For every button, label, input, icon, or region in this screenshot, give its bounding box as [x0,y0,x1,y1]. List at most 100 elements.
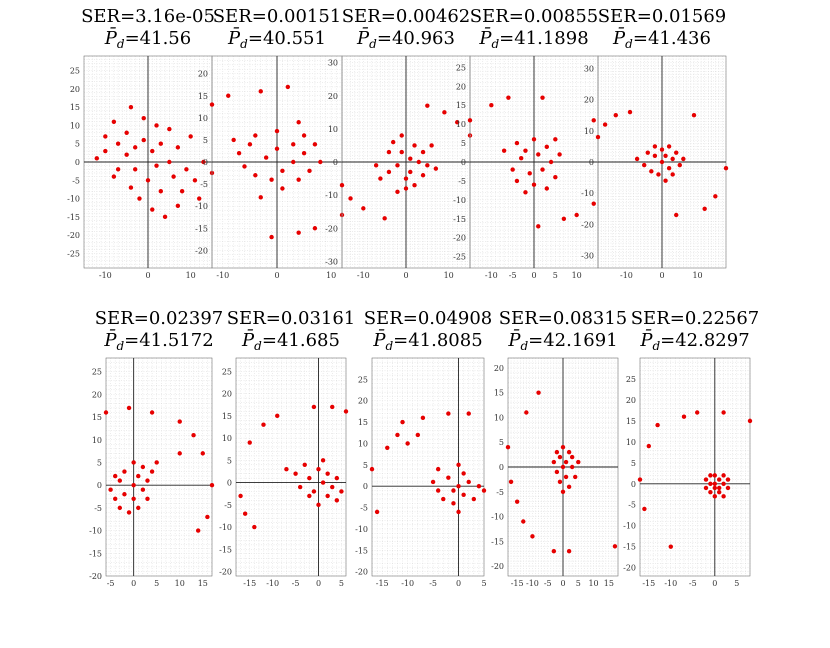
data-point [320,458,326,463]
data-point [320,480,326,485]
subplot-1: SER=3.16e-05P̄d=41.56 -10 0 10 -25 -20 -15 -10 -… [67,6,215,280]
y-tick-label: 25 [626,375,636,384]
data-point [408,156,413,161]
subplot-title-ser: SER=0.02397 [95,308,224,329]
data-point [226,93,231,98]
data-point [145,496,150,501]
data-point [167,159,172,165]
data-point [231,137,236,143]
data-point [645,150,650,155]
data-point [451,501,456,506]
data-point [557,152,562,157]
data-point [560,489,566,494]
y-tick-label: -20 [219,568,232,577]
y-tick-label: -15 [491,537,504,546]
x-tick-label: 0 [560,579,565,588]
y-tick-label: 20 [328,92,338,101]
data-point [316,502,321,508]
data-point [111,119,117,124]
x-tick-label: -15 [376,579,389,588]
data-point [536,152,541,157]
data-point [656,172,661,177]
plot-frame [105,357,213,577]
data-point [117,478,123,483]
data-point [242,511,248,516]
data-point [386,169,392,175]
data-point [563,459,569,465]
data-point [637,477,643,482]
data-point [274,146,280,151]
data-point [505,444,511,450]
data-point [209,102,215,107]
y-tick-label: -20 [581,220,594,229]
data-point [403,176,409,181]
data-point [681,156,686,162]
data-point [192,178,198,183]
data-point [489,103,494,108]
y-tick-label: -15 [195,224,208,233]
data-point [318,159,323,165]
y-tick-label: 0 [333,158,338,167]
y-tick-label: -10 [453,196,466,205]
data-point [391,139,396,145]
data-point [521,519,526,524]
y-tick-label: -5 [200,180,208,189]
data-point [307,475,312,481]
data-point [374,509,380,515]
x-tick-label: 0 [316,579,321,588]
x-tick-label: 10 [326,271,336,280]
y-tick-label: -15 [453,215,466,224]
data-point [158,141,163,146]
y-tick-label: 20 [92,390,102,399]
data-point [573,474,578,480]
data-point [523,190,528,195]
y-tick-label: 10 [328,125,338,134]
data-point [510,167,515,172]
subplot-title-ser: SER=0.00855 [470,6,599,27]
data-point [553,174,558,180]
data-point [708,473,713,478]
data-point [395,163,400,168]
x-tick-label: 0 [712,579,717,588]
data-point [446,411,451,416]
data-point [247,142,253,147]
data-point [128,185,134,190]
data-point [642,162,647,168]
data-point [297,484,303,490]
data-point [435,466,441,472]
y-tick-label: -15 [219,545,232,554]
data-point [140,464,146,470]
data-point [136,473,141,479]
data-point [430,479,436,485]
data-point [674,212,679,218]
x-tick-label: -10 [357,271,370,280]
y-tick-label: 10 [456,120,466,129]
y-tick-label: 10 [70,121,80,130]
data-point [425,103,430,108]
data-point [412,182,417,188]
data-point [399,133,404,138]
x-tick-label: -5 [509,271,517,280]
data-point [131,482,136,488]
y-tick-label: 20 [626,396,636,405]
data-point [695,410,700,415]
x-tick-label: 0 [456,579,461,588]
data-point [296,177,301,182]
data-point [566,449,572,455]
data-point [461,471,466,476]
data-point [420,173,426,178]
y-tick-label: 15 [626,417,636,426]
x-tick-label: 5 [576,579,581,588]
y-tick-label: 0 [589,158,594,167]
data-point [554,449,560,455]
data-point [456,484,461,489]
data-point [124,130,129,135]
y-tick-label: -5 [72,176,80,185]
data-point [425,163,430,168]
x-tick-label: 0 [659,271,664,280]
data-point [551,459,557,465]
data-point [466,411,471,416]
data-point [269,234,274,240]
